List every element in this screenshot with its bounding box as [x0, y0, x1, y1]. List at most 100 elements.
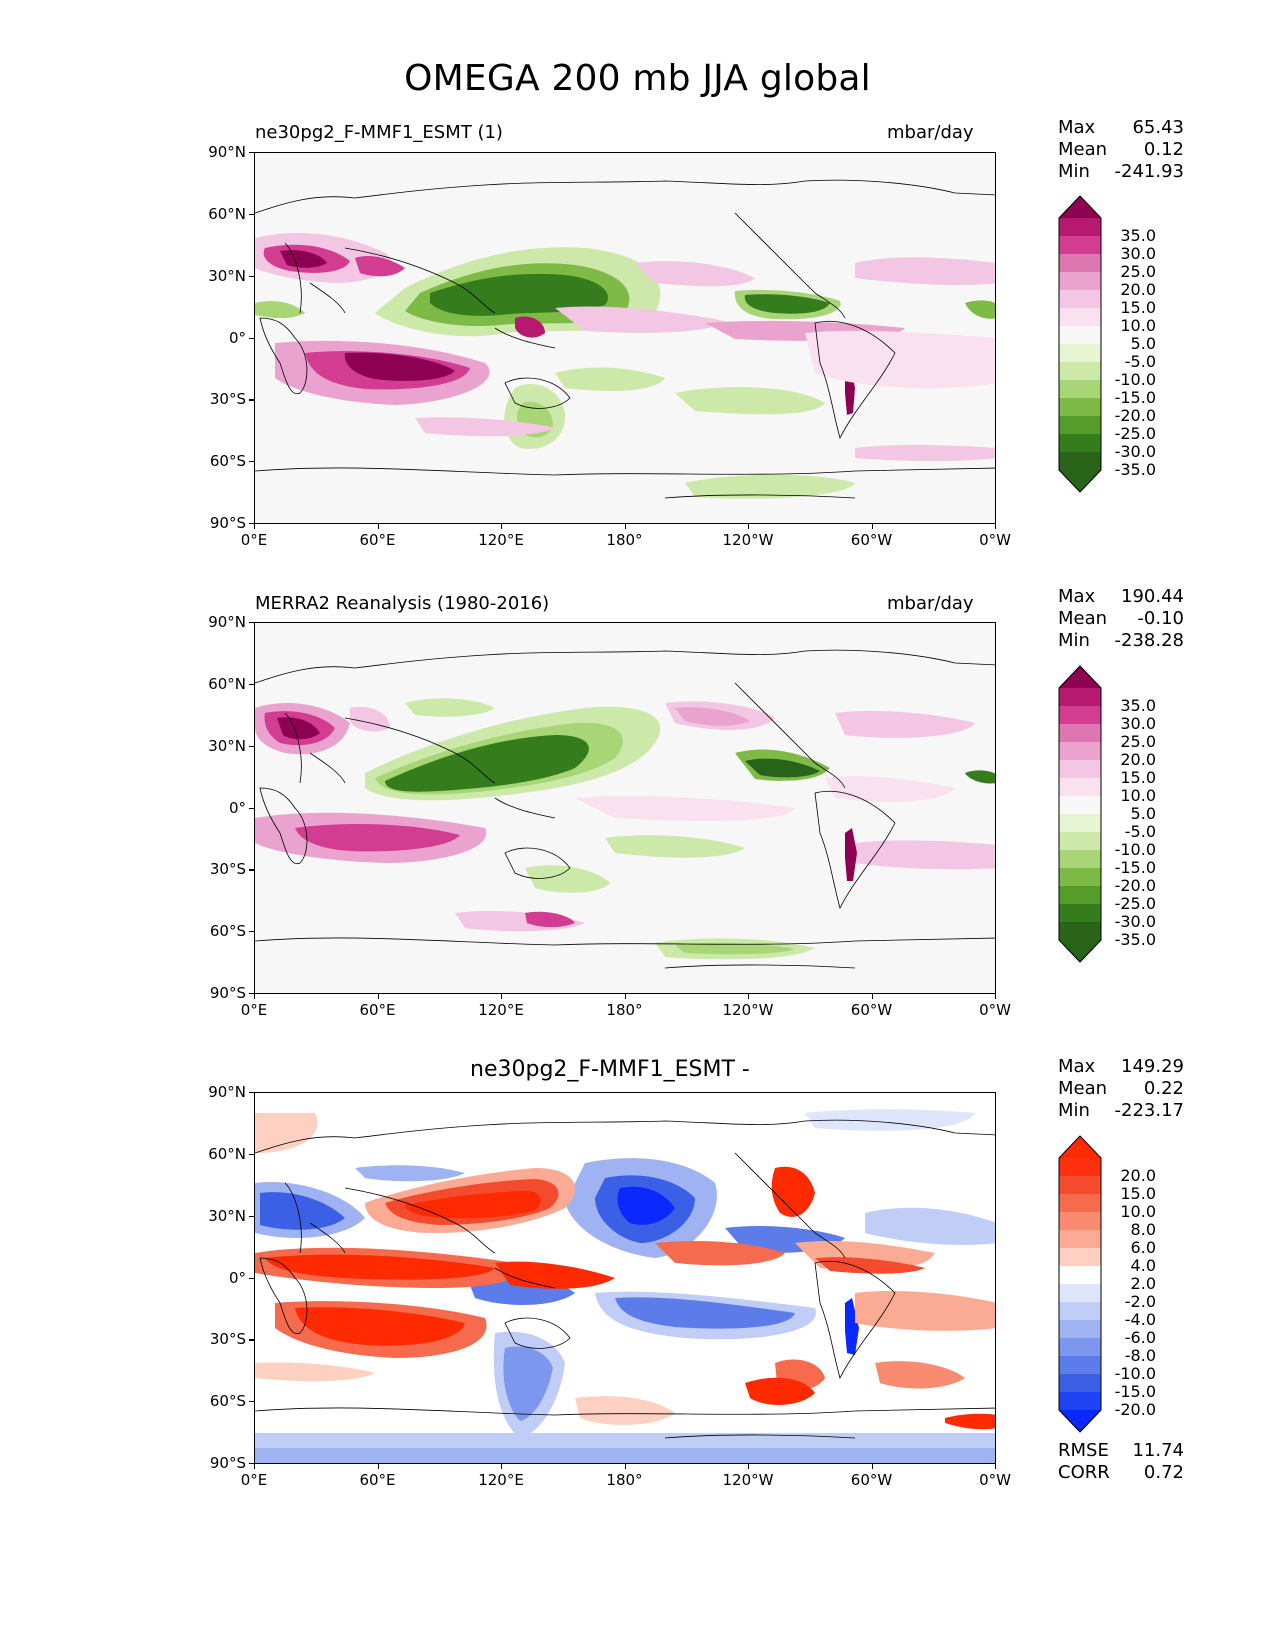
lat-tick-mark	[249, 807, 254, 809]
colorbar-segment	[1059, 688, 1101, 707]
mean-value: -0.10	[1137, 608, 1184, 629]
panel3-map	[254, 1092, 996, 1464]
lat-tick-mark	[249, 1277, 254, 1279]
mean-label: Mean	[1058, 139, 1108, 160]
lon-tick-label: 60°E	[359, 531, 396, 549]
colorbar-segment	[1059, 452, 1101, 471]
panel1-left-title: ne30pg2_F-MMF1_ESMT (1)	[255, 122, 503, 143]
lat-tick-mark	[249, 1339, 254, 1341]
colorbar-segment	[1059, 236, 1101, 255]
lon-tick-label: 120°W	[722, 1001, 774, 1019]
panel3-coastlines	[255, 1119, 995, 1439]
mean-value: 0.22	[1143, 1078, 1184, 1099]
lon-tick-mark	[254, 524, 256, 529]
panel3-center-title: ne30pg2_F-MMF1_ESMT -	[470, 1057, 750, 1082]
colorbar-segment	[1059, 218, 1101, 237]
lon-tick-label: 120°E	[478, 531, 524, 549]
lon-tick-label: 0°W	[979, 1471, 1011, 1489]
lat-tick-mark	[249, 337, 254, 339]
colorbar-segment	[1059, 868, 1101, 887]
panel2-units: mbar/day	[887, 593, 974, 614]
colorbar-segment	[1059, 1302, 1101, 1321]
panel3-metrics: RMSE 11.74 CORR 0.72	[1058, 1440, 1184, 1484]
colorbar-label: 10.0	[1120, 1202, 1156, 1221]
panel3-stats: Max 149.29 Mean 0.22 Min -223.17	[1058, 1056, 1184, 1122]
panel2-coastlines	[255, 649, 995, 969]
lon-tick-label: 60°E	[359, 1471, 396, 1489]
lat-tick-mark	[249, 1401, 254, 1403]
max-label: Max	[1058, 117, 1096, 138]
lon-tick-mark	[254, 994, 256, 999]
lat-tick-mark	[249, 152, 254, 154]
lon-tick-mark	[748, 524, 750, 529]
colorbar-extend-min	[1059, 1410, 1101, 1432]
lon-tick-mark	[995, 524, 997, 529]
lat-tick-mark	[249, 993, 254, 995]
lon-tick-label: 60°E	[359, 1001, 396, 1019]
min-label: Min	[1058, 1100, 1090, 1121]
colorbar-segment	[1059, 1158, 1101, 1177]
lon-tick-mark	[624, 524, 626, 529]
colorbar-segment	[1059, 290, 1101, 309]
min-value: -241.93	[1114, 161, 1184, 182]
lon-tick-label: 60°W	[850, 1471, 893, 1489]
colorbar-segment	[1059, 904, 1101, 923]
colorbar-label: -6.0	[1124, 1328, 1156, 1347]
colorbar-segment	[1059, 416, 1101, 435]
lon-tick-mark	[871, 994, 873, 999]
mean-value: 0.12	[1143, 139, 1184, 160]
lat-tick-label: 0°	[228, 328, 246, 347]
lat-tick-label: 30°N	[208, 1206, 246, 1225]
colorbar-segment	[1059, 706, 1101, 725]
lon-tick-mark	[377, 994, 379, 999]
lon-tick-mark	[254, 1464, 256, 1469]
colorbar-extend-max	[1059, 666, 1101, 688]
panel2-colorbar	[1058, 665, 1102, 963]
colorbar-label: 25.0	[1120, 732, 1156, 751]
colorbar-segment	[1059, 1338, 1101, 1357]
colorbar-label: -20.0	[1114, 406, 1156, 425]
lat-tick-label: 30°S	[209, 1330, 246, 1349]
colorbar-label: 8.0	[1130, 1220, 1156, 1239]
colorbar-label: 2.0	[1130, 1274, 1156, 1293]
colorbar-segment	[1059, 1248, 1101, 1267]
mean-label: Mean	[1058, 608, 1108, 629]
lat-tick-mark	[249, 275, 254, 277]
colorbar-segment	[1059, 1266, 1101, 1285]
panel1-stats: Max 65.43 Mean 0.12 Min -241.93	[1058, 117, 1184, 183]
colorbar-label: 35.0	[1120, 226, 1156, 245]
colorbar-label: 20.0	[1120, 1166, 1156, 1185]
colorbar-label: 5.0	[1130, 334, 1156, 353]
lat-tick-mark	[249, 683, 254, 686]
lat-tick-label: 90°N	[208, 1083, 246, 1101]
colorbar-segment	[1059, 1356, 1101, 1375]
panel2-pink-regions	[255, 701, 995, 932]
lon-tick-label: 120°W	[722, 1471, 774, 1489]
colorbar-label: 15.0	[1120, 768, 1156, 787]
panel1-pink-regions	[255, 233, 995, 462]
colorbar-segment	[1059, 1392, 1101, 1411]
lat-tick-label: 90°N	[208, 143, 246, 161]
lat-tick-mark	[249, 213, 254, 216]
mean-label: Mean	[1058, 1078, 1108, 1099]
colorbar-segment	[1059, 724, 1101, 743]
lat-tick-mark	[249, 745, 254, 747]
lon-tick-label: 180°	[606, 531, 643, 549]
lat-tick-label: 30°N	[208, 736, 246, 755]
colorbar-label: -30.0	[1114, 442, 1156, 461]
colorbar-segment	[1059, 272, 1101, 291]
colorbar-segment	[1059, 398, 1101, 417]
lat-tick-mark	[249, 1153, 254, 1156]
colorbar-segment	[1059, 326, 1101, 345]
panel1-units: mbar/day	[887, 122, 974, 143]
colorbar-label: -10.0	[1114, 1364, 1156, 1383]
panel1-map	[254, 152, 996, 524]
colorbar-label: 10.0	[1120, 786, 1156, 805]
colorbar-label: -5.0	[1124, 352, 1156, 371]
colorbar-segment	[1059, 850, 1101, 869]
lat-tick-label: 60°S	[209, 922, 246, 941]
max-label: Max	[1058, 586, 1096, 607]
colorbar-segment	[1059, 308, 1101, 327]
colorbar-extend-max	[1059, 196, 1101, 218]
lat-tick-label: 90°S	[209, 1454, 246, 1472]
